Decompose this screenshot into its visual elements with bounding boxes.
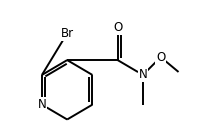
Text: O: O [113,21,122,34]
Text: O: O [156,51,165,64]
Text: N: N [138,68,147,81]
Text: N: N [38,98,46,111]
Text: Br: Br [61,27,74,40]
